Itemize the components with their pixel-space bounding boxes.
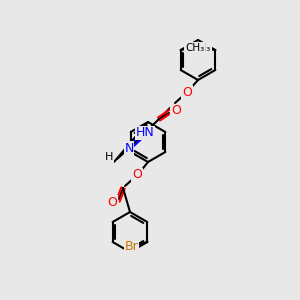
Text: Br: Br: [124, 239, 138, 253]
Text: HN: HN: [136, 127, 154, 140]
Text: O: O: [107, 196, 117, 208]
Text: CH₃: CH₃: [185, 43, 204, 53]
Text: N: N: [124, 142, 134, 154]
Text: O: O: [132, 169, 142, 182]
Text: H: H: [105, 152, 113, 162]
Text: CH₃: CH₃: [192, 43, 211, 53]
Text: O: O: [182, 85, 192, 98]
Text: O: O: [171, 104, 181, 118]
